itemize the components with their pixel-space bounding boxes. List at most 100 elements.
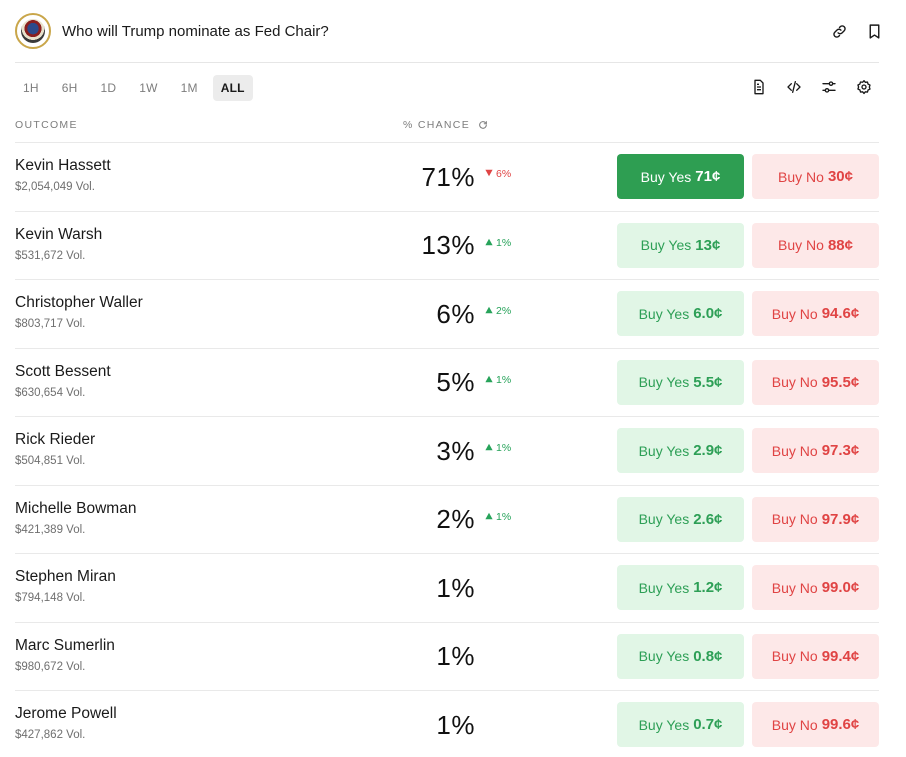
link-icon[interactable] <box>831 23 848 40</box>
outcome-row[interactable]: Rick Rieder $504,851 Vol. 3% 1% Buy Yes 2.9¢ B… <box>15 416 879 485</box>
chance-cell: 6% 2% <box>385 297 585 331</box>
buy-no-label: Buy No <box>771 442 818 459</box>
refresh-icon[interactable] <box>478 120 488 130</box>
sliders-icon[interactable] <box>821 79 837 95</box>
buy-no-label: Buy No <box>771 716 818 733</box>
buy-no-label: Buy No <box>771 648 818 664</box>
buy-yes-label: Buy Yes <box>640 237 692 253</box>
buy-no-price: 88¢ <box>827 236 853 254</box>
chance-cell: 3% 1% <box>385 434 585 468</box>
buy-yes-label: Buy Yes <box>638 579 690 596</box>
timeframe-all[interactable]: ALL <box>212 74 253 101</box>
buy-yes-price: 1.2¢ <box>693 579 723 596</box>
buy-yes-label: Buy Yes <box>638 716 690 733</box>
chance-value: 2% <box>436 504 475 534</box>
outcome-name: Kevin Hassett <box>15 157 111 174</box>
outcome-row[interactable]: Jerome Powell $427,862 Vol. 1% Buy Yes 0.7¢ B… <box>15 690 879 757</box>
outcome-row[interactable]: Michelle Bowman $421,389 Vol. 2% 1% Buy Yes 2… <box>15 484 879 554</box>
chance-column-label: % CHANCE <box>403 119 470 131</box>
outcome-row[interactable]: Marc Sumerlin $980,672 Vol. 1% Buy Yes 0.8¢ B… <box>15 621 879 691</box>
outcome-row[interactable]: Scott Bessent $630,654 Vol. 5% 1% Buy Yes 5.5… <box>15 347 879 417</box>
buy-yes-price: 71¢ <box>695 168 721 185</box>
chance-change-value: 1% <box>496 510 512 523</box>
outcome-row[interactable]: Stephen Miran $794,148 Vol. 1% Buy Yes 1.2¢ B… <box>15 553 879 622</box>
buy-yes-button[interactable]: Buy Yes 13¢ <box>617 222 744 268</box>
outcome-name: Christopher Waller <box>15 294 143 311</box>
outcome-name: Michelle Bowman <box>15 499 137 517</box>
timeframe-1w[interactable]: 1W <box>139 80 158 95</box>
buy-yes-button[interactable]: Buy Yes 2.9¢ <box>617 428 744 473</box>
chance-value: 6% <box>436 298 475 329</box>
outcome-row[interactable]: Kevin Hassett $2,054,049 Vol. 71% 6% Buy Yes… <box>15 142 879 211</box>
chance-cell: 1% <box>385 640 585 674</box>
buy-no-button[interactable]: Buy No 97.9¢ <box>752 496 879 542</box>
buy-yes-button[interactable]: Buy Yes 5.5¢ <box>617 359 744 405</box>
buy-no-label: Buy No <box>778 237 824 253</box>
chance-cell: 13% 1% <box>385 229 585 263</box>
header-actions <box>831 23 883 40</box>
chance-change-value: 2% <box>496 305 512 317</box>
buy-yes-label: Buy Yes <box>638 305 690 322</box>
chance-cell: 2% 1% <box>385 503 585 537</box>
timeframe-1h[interactable]: 1H <box>23 80 39 95</box>
timeframe-1m[interactable]: 1M <box>180 80 198 95</box>
chance-change-value: 1% <box>496 236 512 249</box>
buy-yes-button[interactable]: Buy Yes 6.0¢ <box>617 291 744 336</box>
buy-no-price: 99.0¢ <box>821 579 860 596</box>
buy-yes-button[interactable]: Buy Yes 2.6¢ <box>617 496 744 542</box>
chance-change: 1% <box>485 374 511 386</box>
buy-yes-price: 0.7¢ <box>693 716 723 733</box>
chance-change-value: 1% <box>496 442 512 454</box>
buy-no-price: 99.4¢ <box>821 647 860 665</box>
buy-no-button[interactable]: Buy No 94.6¢ <box>752 291 879 336</box>
buy-yes-button[interactable]: Buy Yes 71¢ <box>617 154 744 199</box>
chance-value: 13% <box>421 230 475 260</box>
buy-no-button[interactable]: Buy No 95.5¢ <box>752 359 879 405</box>
arrow-down-icon <box>485 168 493 180</box>
gear-icon[interactable] <box>856 79 872 95</box>
buy-no-price: 99.6¢ <box>821 716 860 733</box>
chance-cell: 71% 6% <box>385 160 585 194</box>
outcome-volume: $421,389 Vol. <box>15 523 86 536</box>
buy-no-button[interactable]: Buy No 99.0¢ <box>752 565 879 610</box>
chart-toolbar <box>751 79 872 95</box>
outcome-name: Jerome Powell <box>15 705 117 722</box>
buy-no-button[interactable]: Buy No 97.3¢ <box>752 428 879 473</box>
outcome-list: Kevin Hassett $2,054,049 Vol. 71% 6% Buy Yes… <box>15 142 879 757</box>
buy-yes-button[interactable]: Buy Yes 0.7¢ <box>617 702 744 747</box>
outcome-name: Kevin Warsh <box>15 225 103 243</box>
buy-yes-label: Buy Yes <box>638 511 690 527</box>
chance-value: 71% <box>421 161 475 192</box>
header-divider <box>15 62 879 63</box>
buy-yes-button[interactable]: Buy Yes 1.2¢ <box>617 565 744 610</box>
outcome-volume: $2,054,049 Vol. <box>15 181 95 193</box>
arrow-up-icon <box>485 442 493 454</box>
buy-no-button[interactable]: Buy No 99.4¢ <box>752 633 879 679</box>
bookmark-icon[interactable] <box>866 23 883 40</box>
buy-no-price: 30¢ <box>827 168 853 185</box>
buy-no-button[interactable]: Buy No 30¢ <box>752 154 879 199</box>
buy-yes-button[interactable]: Buy Yes 0.8¢ <box>617 633 744 679</box>
buy-no-button[interactable]: Buy No 99.6¢ <box>752 702 879 747</box>
document-icon[interactable] <box>751 79 767 95</box>
buy-yes-label: Buy Yes <box>638 442 690 459</box>
page-title: Who will Trump nominate as Fed Chair? <box>62 22 329 40</box>
buy-yes-price: 13¢ <box>695 236 721 254</box>
outcome-row[interactable]: Christopher Waller $803,717 Vol. 6% 2% Buy Y… <box>15 279 879 348</box>
buy-yes-label: Buy Yes <box>640 168 692 185</box>
arrow-up-icon <box>485 305 493 317</box>
code-icon[interactable] <box>786 79 802 95</box>
chance-cell: 1% <box>385 571 585 605</box>
buy-yes-price: 2.6¢ <box>693 510 723 528</box>
chance-change: 6% <box>485 168 511 180</box>
timeframe-1d[interactable]: 1D <box>100 80 117 95</box>
outcome-row[interactable]: Kevin Warsh $531,672 Vol. 13% 1% Buy Yes 13¢ B… <box>15 210 879 280</box>
outcome-column-header: OUTCOME <box>15 119 78 131</box>
arrow-up-icon <box>485 237 493 249</box>
chance-change: 1% <box>485 442 511 454</box>
arrow-up-icon <box>485 374 493 386</box>
timeframe-6h[interactable]: 6H <box>61 80 78 95</box>
chance-value: 1% <box>436 641 475 671</box>
buy-no-button[interactable]: Buy No 88¢ <box>752 222 879 268</box>
chance-change: 1% <box>485 237 511 249</box>
